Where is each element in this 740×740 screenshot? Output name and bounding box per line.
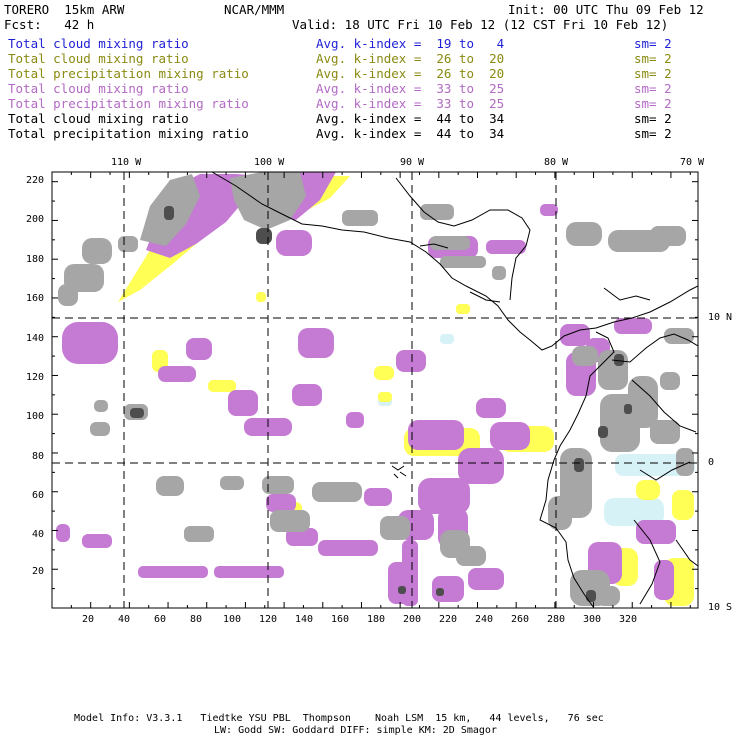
forecast-hour: Fcst: 42 h <box>4 17 95 32</box>
init-time: Init: 00 UTC Thu 09 Feb 12 <box>508 2 704 17</box>
x-tick-label: 100 <box>223 614 242 625</box>
legend-kindex-4: Avg. k-index = 33 to 25 <box>316 81 505 96</box>
legend-sm-2: sm= 2 <box>634 51 672 66</box>
y-tick-label: 80 <box>32 451 45 462</box>
organization: NCAR/MMM <box>224 2 285 17</box>
y-tick-label: 60 <box>32 490 45 501</box>
x-tick-label: 160 <box>331 614 350 625</box>
x-tick-label: 140 <box>295 614 314 625</box>
legend-sm-5: sm= 2 <box>634 96 672 111</box>
legend-kindex-1: Avg. k-index = 19 to 4 <box>316 36 505 51</box>
x-tick-label: 20 <box>82 614 95 625</box>
y-tick-label: 200 <box>26 214 45 225</box>
y-tick-label: 100 <box>26 411 45 422</box>
header: TORERO 15km ARW NCAR/MMM Init: 00 UTC Th… <box>0 0 740 150</box>
map-frame <box>51 171 699 609</box>
legend-field-3: Total precipitation mixing ratio <box>8 66 249 81</box>
y-tick-label: 40 <box>32 529 45 540</box>
cyan-areas <box>378 334 695 526</box>
lon-label: 90 W <box>400 157 425 168</box>
x-tick-label: 200 <box>403 614 422 625</box>
x-tick-label: 260 <box>511 614 530 625</box>
legend-sm-4: sm= 2 <box>634 81 672 96</box>
lat-label: 10 N <box>708 312 733 323</box>
lon-label: 80 W <box>544 157 569 168</box>
legend-field-7: Total precipitation mixing ratio <box>8 126 249 141</box>
legend-sm-1: sm= 2 <box>634 36 672 51</box>
y-tick-label: 160 <box>26 293 45 304</box>
x-tick-label: 180 <box>367 614 386 625</box>
gray-areas <box>58 172 694 606</box>
lon-label: 70 W <box>680 157 705 168</box>
legend-kindex-3: Avg. k-index = 26 to 20 <box>316 66 505 81</box>
legend-sm-6: sm= 2 <box>634 111 672 126</box>
axis-ticks <box>52 172 698 608</box>
coastlines <box>211 172 698 608</box>
legend-kindex-6: Avg. k-index = 44 to 34 <box>316 111 505 126</box>
lat-label: 0 <box>708 457 715 468</box>
lon-label: 100 W <box>254 157 285 168</box>
x-tick-label: 60 <box>154 614 167 625</box>
legend-sm-3: sm= 2 <box>634 66 672 81</box>
legend-sm-7: sm= 2 <box>634 126 672 141</box>
y-tick-label: 120 <box>26 372 45 383</box>
lat-label: 10 S <box>708 602 733 613</box>
y-tick-label: 180 <box>26 254 45 265</box>
legend-kindex-5: Avg. k-index = 33 to 25 <box>316 96 505 111</box>
model-title: TORERO 15km ARW <box>4 2 125 17</box>
x-tick-label: 220 <box>439 614 458 625</box>
y-tick-label: 20 <box>32 566 45 577</box>
legend-kindex-2: Avg. k-index = 26 to 20 <box>316 51 505 66</box>
y-tick-label: 220 <box>26 175 45 186</box>
x-tick-label: 300 <box>583 614 602 625</box>
x-tick-label: 240 <box>475 614 494 625</box>
legend-kindex-7: Avg. k-index = 44 to 34 <box>316 126 505 141</box>
legend-field-6: Total cloud mixing ratio <box>8 111 189 126</box>
legend-field-2: Total cloud mixing ratio <box>8 51 189 66</box>
legend-field-4: Total cloud mixing ratio <box>8 81 189 96</box>
x-tick-label: 120 <box>259 614 278 625</box>
physics-info: LW: Godd SW: Goddard DIFF: simple KM: 2D… <box>214 725 497 736</box>
model-info: Model Info: V3.3.1 Tiedtke YSU PBL Thomp… <box>74 713 604 724</box>
y-tick-label: 140 <box>26 333 45 344</box>
lon-label: 110 W <box>111 157 142 168</box>
legend-field-1: Total cloud mixing ratio <box>8 36 189 51</box>
x-tick-label: 280 <box>547 614 566 625</box>
x-tick-label: 40 <box>118 614 131 625</box>
x-tick-label: 80 <box>190 614 203 625</box>
legend-field-5: Total precipitation mixing ratio <box>8 96 249 111</box>
latlon-grid <box>52 172 698 608</box>
valid-time: Valid: 18 UTC Fri 10 Feb 12 (12 CST Fri … <box>292 17 669 32</box>
x-tick-label: 320 <box>619 614 638 625</box>
